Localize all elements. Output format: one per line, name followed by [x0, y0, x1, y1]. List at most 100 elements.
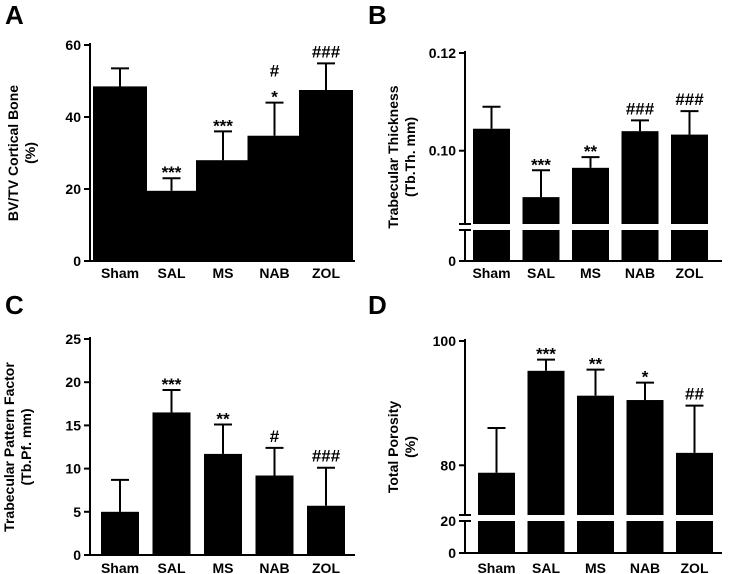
category-label: MS [585, 560, 606, 574]
bar [473, 128, 510, 224]
bar [299, 90, 353, 261]
category-label: Sham [472, 265, 510, 281]
significance-label: * [271, 88, 278, 107]
bar-break-gap [571, 225, 610, 229]
category-label: Sham [101, 560, 139, 574]
y-axis-label: Trabecular Pattern Factor(Tb.Pf. mm) [1, 362, 34, 532]
bar-break-gap [625, 516, 665, 520]
y-tick-label: 20 [65, 181, 81, 197]
bar [478, 472, 515, 515]
bar-lower-segment [478, 521, 515, 553]
panel-b: B Trabecular Thickness(Tb.Th. mm) 0 0.10 0.1… [368, 0, 722, 281]
significance-label: # [270, 427, 280, 446]
y-tick-label: 0 [73, 547, 81, 563]
panel-letter: B [368, 0, 387, 30]
category-label: ZOL [312, 265, 340, 281]
bar [676, 452, 713, 515]
significance-label: *** [162, 375, 182, 394]
bar-break-gap [675, 516, 714, 520]
significance-label: ### [626, 99, 655, 118]
bar-lower-segment [676, 521, 713, 553]
significance-label: # [270, 62, 280, 81]
bar [307, 505, 345, 555]
y-tick-label: 0.12 [429, 45, 456, 61]
panel-letter: A [5, 0, 24, 30]
significance-label: ### [675, 90, 704, 109]
significance-label: ## [685, 385, 704, 404]
y-tick-label: 100 [433, 333, 457, 349]
y-tick-label: 25 [65, 331, 81, 347]
panel-letter: D [368, 290, 387, 320]
bar-break-gap [670, 225, 709, 229]
bar [522, 197, 560, 224]
category-label: MS [213, 265, 234, 281]
category-label: NAB [625, 265, 655, 281]
category-label: Sham [477, 560, 515, 574]
y-axis-label: Total Porosity(%) [385, 401, 418, 494]
y-tick-label: 5 [73, 504, 81, 520]
y-tick-label: 80 [440, 457, 456, 473]
y-tick-label: 20 [65, 374, 81, 390]
category-label: SAL [158, 265, 186, 281]
bar-break-gap [521, 225, 561, 229]
significance-label: ### [312, 447, 341, 466]
bar [196, 160, 250, 261]
y-tick-label: 40 [65, 109, 81, 125]
y-tick-label: 0 [448, 253, 456, 269]
significance-label: ** [216, 410, 230, 429]
y-axis-label: Trabecular Thickness(Tb.Th. mm) [385, 85, 418, 228]
y-tick-label: 10 [65, 461, 81, 477]
bar [626, 400, 664, 515]
bar-lower-segment [626, 521, 664, 553]
significance-label: ### [312, 42, 341, 61]
y-axis-label: BV/TV Cortical Bone(%) [5, 85, 38, 221]
significance-label: *** [213, 116, 233, 135]
bar [144, 190, 199, 261]
category-label: SAL [158, 560, 186, 574]
bar-lower-segment [621, 230, 659, 261]
significance-label: ** [584, 142, 598, 161]
bar-break-gap [477, 516, 516, 520]
category-label: NAB [630, 560, 660, 574]
significance-label: *** [531, 155, 551, 174]
panel-letter: C [5, 290, 24, 320]
bar [152, 412, 191, 555]
bar-break-gap [526, 516, 566, 520]
bar [527, 370, 565, 515]
category-label: NAB [259, 560, 289, 574]
category-label: ZOL [312, 560, 340, 574]
category-label: MS [213, 560, 234, 574]
bar [247, 135, 302, 261]
y-tick-label: 15 [65, 417, 81, 433]
y-tick-label: 20 [440, 513, 456, 529]
category-label: SAL [532, 560, 560, 574]
bar-lower-segment [473, 230, 510, 261]
bar [255, 475, 294, 555]
bar-lower-segment [671, 230, 708, 261]
bar-lower-segment [522, 230, 560, 261]
significance-label: *** [162, 163, 182, 182]
significance-label: * [642, 368, 649, 387]
category-label: NAB [259, 265, 289, 281]
significance-label: *** [536, 345, 556, 364]
y-tick-label: 60 [65, 37, 81, 53]
bar-break-gap [576, 516, 615, 520]
bar-lower-segment [527, 521, 565, 553]
panel-c: C Trabecular Pattern Factor(Tb.Pf. mm) 0 5 1… [1, 290, 355, 574]
bar [621, 131, 659, 224]
significance-label: ** [589, 355, 603, 374]
bar [204, 453, 242, 555]
bar-break-gap [472, 225, 511, 229]
bar [101, 511, 139, 555]
category-label: ZOL [681, 560, 709, 574]
category-label: ZOL [676, 265, 704, 281]
bar-lower-segment [577, 521, 614, 553]
category-label: MS [580, 265, 601, 281]
bar [671, 134, 708, 224]
y-tick-label: 0 [73, 253, 81, 269]
category-label: SAL [527, 265, 555, 281]
y-tick-label: 0 [448, 545, 456, 561]
